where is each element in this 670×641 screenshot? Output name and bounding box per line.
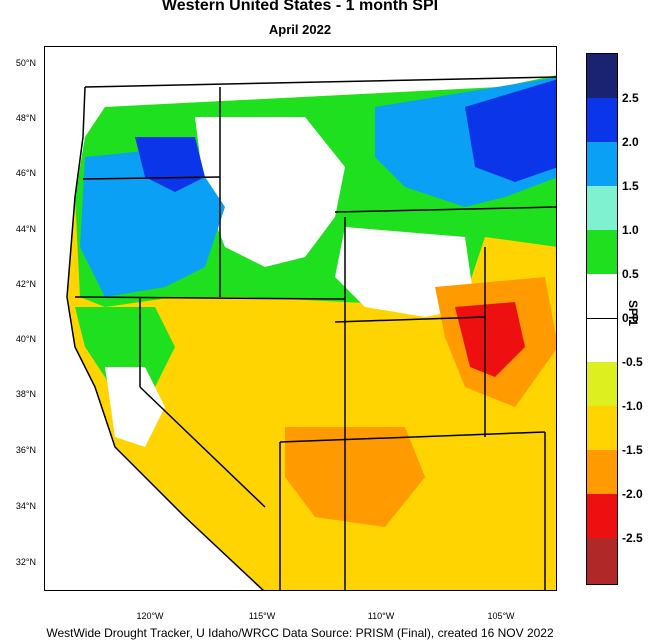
border-mt-wy [334,206,556,213]
colorbar-tick-1.5: 1.5 [622,179,639,193]
colorbar-tick-2.0: 2.0 [622,135,639,149]
lat-label-50: 50°N [15,58,36,68]
colorbar-seg-7 [587,362,617,406]
colorbar-seg-11 [587,538,617,584]
lon-label-120: 120°W [136,611,164,621]
lat-label-32: 32°N [15,557,36,567]
colorbar-seg-0 [587,54,617,98]
orange-region-southwest [285,427,425,527]
lat-label-34: 34°N [15,501,36,511]
map-title: Western United States - 1 month SPI [161,0,439,14]
colorbar-tick-neg0.5: -0.5 [622,355,643,369]
colorbar-tick-2.5: 2.5 [622,91,639,105]
border-north-42 [74,296,346,300]
lon-label-105: 105°W [487,611,515,621]
coastline [66,86,264,590]
colorbar-tick-neg2.0: -2.0 [622,487,643,501]
colorbar-seg-6 [587,318,617,363]
lat-label-44: 44°N [15,224,36,234]
colorbar-seg-9 [587,450,617,494]
border-49 [84,76,556,88]
lat-label-38: 38°N [15,389,36,399]
colorbar-seg-2 [587,142,617,186]
colorbar-seg-4 [587,230,617,274]
white-region-north [195,117,345,267]
colorbar-label: SPI1 [626,300,640,327]
colorbar-seg-8 [587,406,617,450]
footer-credit: WestWide Drought Tracker, U Idaho/WRCC D… [46,626,554,640]
lon-label-115: 115°W [248,611,276,621]
map-canvas [45,47,556,590]
lat-label-46: 46°N [15,168,36,178]
lat-label-40: 40°N [15,334,36,344]
lon-label-110: 110°W [367,611,395,621]
spi-map [44,46,557,591]
colorbar-tick-0.5: 0.5 [622,267,639,281]
red-region-colorado [455,302,525,377]
colorbar-seg-5 [587,274,617,318]
lat-label-42: 42°N [15,279,36,289]
border-36 [279,431,546,443]
white-region-california [105,367,165,447]
colorbar-seg-1 [587,98,617,142]
border-41 [334,316,486,323]
colorbar-seg-3 [587,186,617,230]
deepblue-region-montana [465,79,556,182]
colorbar [586,53,618,585]
colorbar-tick-neg2.5: -2.5 [622,531,643,545]
colorbar-tick-neg1.0: -1.0 [622,399,643,413]
border-nv-diagonal [139,386,266,508]
lat-label-48: 48°N [15,113,36,123]
colorbar-tick-neg1.5: -1.5 [622,443,643,457]
colorbar-tick-1.0: 1.0 [622,223,639,237]
border-or-wa [82,176,221,180]
colorbar-seg-10 [587,494,617,538]
map-subtitle: April 2022 [268,22,332,37]
colorbar-tick-0.0: 0.0 [622,311,639,325]
lat-label-36: 36°N [15,445,36,455]
